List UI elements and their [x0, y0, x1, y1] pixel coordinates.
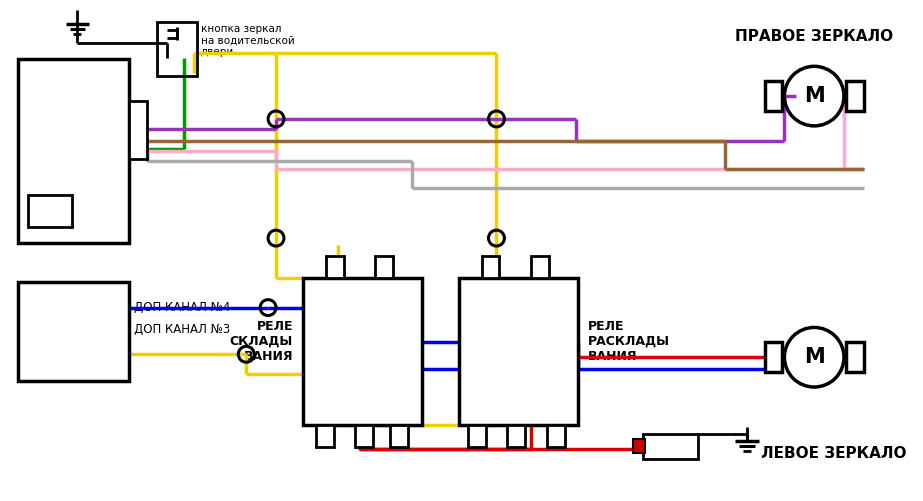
- Bar: [390, 425, 408, 446]
- Bar: [633, 439, 645, 452]
- Bar: [326, 256, 343, 278]
- Text: ПРАВОЕ ЗЕРКАЛО: ПРАВОЕ ЗЕРКАЛО: [735, 29, 893, 44]
- Bar: [643, 434, 698, 458]
- Bar: [846, 342, 864, 372]
- Text: кнопка зеркал
на водительской
двери: кнопка зеркал на водительской двери: [200, 24, 294, 57]
- Bar: [157, 22, 197, 76]
- Bar: [482, 256, 499, 278]
- Bar: [303, 278, 422, 425]
- Bar: [846, 81, 864, 111]
- Text: ДОП КАНАЛ №3: ДОП КАНАЛ №3: [134, 323, 231, 336]
- Bar: [764, 342, 783, 372]
- Bar: [508, 425, 525, 446]
- Bar: [18, 59, 129, 243]
- Text: РЕЛЕ
РАСКЛАДЫ
ВАНИЯ: РЕЛЕ РАСКЛАДЫ ВАНИЯ: [588, 320, 670, 363]
- Bar: [764, 81, 783, 111]
- Text: ДОП КАНАЛ №4: ДОП КАНАЛ №4: [134, 301, 231, 314]
- Bar: [532, 256, 549, 278]
- Text: M: M: [804, 347, 824, 367]
- Text: STARLINE: STARLINE: [32, 324, 114, 339]
- Bar: [459, 278, 578, 425]
- Bar: [28, 195, 73, 227]
- Bar: [355, 425, 373, 446]
- Bar: [376, 256, 393, 278]
- Bar: [468, 425, 485, 446]
- Text: M: M: [804, 86, 824, 106]
- Text: БЛОК
ЕАТС: БЛОК ЕАТС: [44, 132, 102, 171]
- Bar: [316, 425, 333, 446]
- Bar: [18, 282, 129, 381]
- Text: ЛЕВОЕ ЗЕРКАЛО: ЛЕВОЕ ЗЕРКАЛО: [761, 446, 906, 461]
- Text: РЕЛЕ
СКЛАДЫ
ВАНИЯ: РЕЛЕ СКЛАДЫ ВАНИЯ: [230, 320, 293, 363]
- Bar: [547, 425, 565, 446]
- Bar: [129, 101, 147, 159]
